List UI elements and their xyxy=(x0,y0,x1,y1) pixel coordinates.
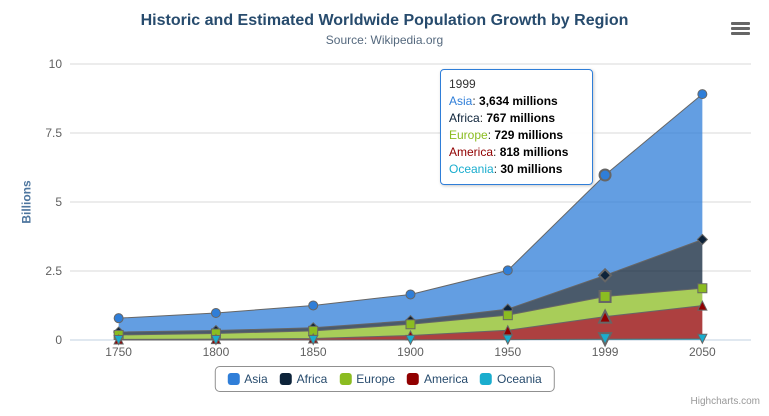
area-asia[interactable] xyxy=(118,94,703,333)
marker-oceania-1900[interactable] xyxy=(405,334,416,346)
legend-swatch-icon xyxy=(407,373,420,385)
area-america[interactable] xyxy=(118,305,703,340)
tooltip-row-oceania: Oceania: 30 millions xyxy=(449,162,563,176)
legend-swatch-icon xyxy=(480,373,493,385)
legend-item-asia[interactable]: Asia xyxy=(227,372,268,386)
legend-item-oceania[interactable]: Oceania xyxy=(480,372,542,386)
tooltip-row-asia: Asia: 3,634 millions xyxy=(449,94,558,108)
y-axis-label: 10 xyxy=(49,57,63,71)
marker-europe-1950[interactable] xyxy=(502,310,513,321)
y-axis-label: 5 xyxy=(55,195,62,209)
credits-link[interactable]: Highcharts.com xyxy=(690,396,760,407)
tooltip-series-name: America xyxy=(449,145,494,159)
y-axis-title: Billions xyxy=(20,180,34,224)
y-axis-label: 7.5 xyxy=(45,126,62,140)
x-axis-label: 1800 xyxy=(203,345,230,359)
x-axis-label: 1850 xyxy=(300,345,327,359)
tooltip-series-value: 3,634 millions xyxy=(479,94,558,108)
legend: Asia Africa Europe America Oceania xyxy=(214,366,555,392)
tooltip-series-value: 767 millions xyxy=(486,111,556,125)
tooltip-series-name: Europe xyxy=(449,128,488,142)
legend-label: Europe xyxy=(356,372,396,386)
hamburger-icon xyxy=(731,27,750,30)
y-axis-label: 0 xyxy=(55,333,62,347)
marker-asia-1800[interactable] xyxy=(210,308,221,319)
hamburger-icon xyxy=(731,22,750,25)
marker-africa-1999[interactable] xyxy=(597,267,613,283)
tooltip-series-name: Asia xyxy=(449,94,473,108)
marker-oceania-1750[interactable] xyxy=(113,334,124,346)
x-axis-label: 1999 xyxy=(592,345,619,359)
legend-item-europe[interactable]: Europe xyxy=(339,372,395,386)
chart-subtitle: Source: Wikipedia.org xyxy=(325,33,444,47)
marker-asia-1900[interactable] xyxy=(405,289,416,300)
marker-europe-1999[interactable] xyxy=(598,289,612,303)
x-axis-label: 1900 xyxy=(397,345,424,359)
x-axis-label: 1750 xyxy=(105,345,132,359)
legend-label: Africa xyxy=(296,372,328,386)
tooltip-series-name: Oceania xyxy=(449,162,494,176)
tooltip-row-america: America: 818 millions xyxy=(449,145,569,159)
marker-asia-1850[interactable] xyxy=(308,300,319,311)
marker-europe-2050[interactable] xyxy=(697,283,708,294)
legend-swatch-icon xyxy=(339,373,352,385)
legend-label: Asia xyxy=(244,372,268,386)
area-africa[interactable] xyxy=(118,239,703,335)
tooltip-header: 1999 xyxy=(449,77,476,91)
tooltip-row-africa: Africa: 767 millions xyxy=(449,111,556,125)
tooltip-rows: Asia: 3,634 millions Africa: 767 millions… xyxy=(449,93,584,178)
marker-oceania-1999[interactable] xyxy=(597,332,613,348)
tooltip-series-value: 818 millions xyxy=(499,145,569,159)
legend-swatch-icon xyxy=(227,373,240,385)
marker-africa-2050[interactable] xyxy=(696,233,709,246)
marker-asia-1999[interactable] xyxy=(598,168,612,182)
x-axis-label: 2050 xyxy=(689,345,716,359)
legend-label: America xyxy=(424,372,469,386)
marker-oceania-1850[interactable] xyxy=(307,334,319,346)
marker-america-1999[interactable] xyxy=(597,308,613,324)
tooltip-series-value: 30 millions xyxy=(500,162,563,176)
hamburger-icon xyxy=(731,32,750,35)
tooltip: 1999 Asia: 3,634 millions Africa: 767 mil… xyxy=(440,69,593,185)
chart-title: Historic and Estimated Worldwide Populat… xyxy=(140,12,629,29)
legend-item-africa[interactable]: Africa xyxy=(279,372,328,386)
tooltip-series-value: 729 millions xyxy=(494,128,564,142)
y-axis-label: 2.5 xyxy=(45,264,62,278)
marker-asia-2050[interactable] xyxy=(697,89,708,100)
export-menu-button[interactable] xyxy=(731,22,750,35)
marker-oceania-2050[interactable] xyxy=(697,333,708,345)
tooltip-series-name: Africa xyxy=(449,111,480,125)
legend-item-america[interactable]: America xyxy=(407,372,468,386)
marker-asia-1750[interactable] xyxy=(113,313,124,324)
legend-swatch-icon xyxy=(279,373,292,385)
marker-europe-1900[interactable] xyxy=(405,319,416,330)
y-axis-title-wrap: Billions xyxy=(14,64,40,340)
marker-oceania-1800[interactable] xyxy=(210,334,222,346)
legend-label: Oceania xyxy=(497,372,542,386)
x-axis-label: 1950 xyxy=(494,345,521,359)
marker-oceania-1950[interactable] xyxy=(502,334,514,346)
tooltip-row-europe: Europe: 729 millions xyxy=(449,128,564,142)
marker-asia-1950[interactable] xyxy=(502,265,513,276)
marker-america-2050[interactable] xyxy=(697,299,708,311)
